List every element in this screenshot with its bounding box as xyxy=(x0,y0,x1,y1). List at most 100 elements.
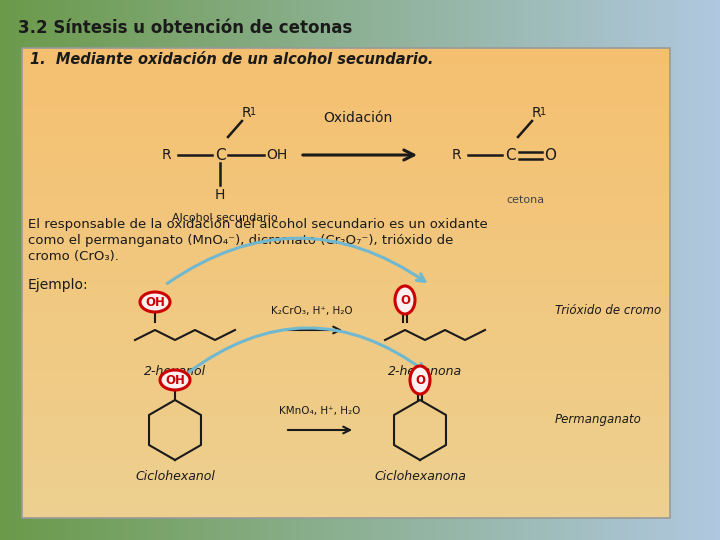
Bar xyxy=(658,0,659,540)
Bar xyxy=(352,0,353,540)
Bar xyxy=(22,275,670,276)
Bar xyxy=(22,287,670,288)
Bar xyxy=(22,182,670,183)
Bar xyxy=(333,0,334,540)
Bar xyxy=(256,0,257,540)
Bar xyxy=(22,134,670,135)
Bar xyxy=(4,0,5,540)
Text: K₂CrO₃, H⁺, H₂O: K₂CrO₃, H⁺, H₂O xyxy=(271,306,353,316)
Bar xyxy=(202,0,203,540)
Bar xyxy=(22,64,670,65)
Bar xyxy=(22,385,670,386)
Bar xyxy=(22,445,670,446)
Bar xyxy=(683,0,684,540)
Bar xyxy=(69,0,70,540)
Bar xyxy=(66,0,67,540)
Bar xyxy=(22,413,670,414)
Bar xyxy=(22,112,670,113)
Bar xyxy=(22,304,670,305)
Bar xyxy=(253,0,254,540)
Bar xyxy=(22,281,670,282)
Bar xyxy=(510,0,511,540)
Bar xyxy=(284,0,285,540)
Bar xyxy=(84,0,85,540)
Bar xyxy=(617,0,618,540)
Bar xyxy=(22,238,670,239)
Bar xyxy=(22,280,670,281)
Bar xyxy=(22,102,670,103)
Bar xyxy=(371,0,372,540)
Bar xyxy=(547,0,548,540)
Bar xyxy=(36,0,37,540)
Bar xyxy=(22,426,670,427)
Bar xyxy=(22,462,670,463)
Bar xyxy=(140,0,141,540)
Bar xyxy=(616,0,617,540)
Bar xyxy=(170,0,171,540)
Bar xyxy=(604,0,605,540)
Bar xyxy=(41,0,42,540)
Bar xyxy=(416,0,417,540)
Bar xyxy=(22,99,670,100)
Bar xyxy=(22,101,670,102)
Ellipse shape xyxy=(140,292,170,312)
Bar xyxy=(22,295,670,296)
Bar xyxy=(382,0,383,540)
Bar xyxy=(158,0,159,540)
Bar xyxy=(645,0,646,540)
Bar xyxy=(240,0,241,540)
Bar xyxy=(22,398,670,399)
Bar xyxy=(552,0,553,540)
Bar xyxy=(22,139,670,140)
Bar xyxy=(481,0,482,540)
Bar xyxy=(22,478,670,479)
Bar xyxy=(224,0,225,540)
Bar xyxy=(467,0,468,540)
Bar xyxy=(633,0,634,540)
Bar xyxy=(22,476,670,477)
Bar xyxy=(549,0,550,540)
Bar xyxy=(161,0,162,540)
Bar xyxy=(22,356,670,357)
Bar xyxy=(22,327,670,328)
Bar xyxy=(424,0,425,540)
Bar xyxy=(95,0,96,540)
Bar xyxy=(22,325,670,326)
Bar xyxy=(22,437,670,438)
Bar xyxy=(22,177,670,178)
Bar xyxy=(300,0,301,540)
Bar xyxy=(214,0,215,540)
Bar xyxy=(141,0,142,540)
Bar xyxy=(22,173,670,174)
Bar xyxy=(477,0,478,540)
Bar xyxy=(580,0,581,540)
Bar xyxy=(614,0,615,540)
Bar xyxy=(22,388,670,389)
Bar xyxy=(448,0,449,540)
Bar xyxy=(54,0,55,540)
Bar xyxy=(22,97,670,98)
Bar xyxy=(22,510,670,511)
Bar xyxy=(326,0,327,540)
Bar xyxy=(22,429,670,430)
Bar xyxy=(22,274,670,275)
Bar xyxy=(450,0,451,540)
Bar xyxy=(443,0,444,540)
Bar xyxy=(22,206,670,207)
Bar xyxy=(349,0,350,540)
Bar xyxy=(495,0,496,540)
Bar xyxy=(644,0,645,540)
Bar xyxy=(22,131,670,132)
Bar xyxy=(52,0,53,540)
Bar xyxy=(556,0,557,540)
Bar xyxy=(131,0,132,540)
Bar xyxy=(255,0,256,540)
Bar xyxy=(22,377,670,378)
Bar xyxy=(22,83,670,84)
Bar xyxy=(262,0,263,540)
Bar xyxy=(44,0,45,540)
Bar xyxy=(22,234,670,235)
Bar xyxy=(143,0,144,540)
Bar xyxy=(147,0,148,540)
Bar xyxy=(22,211,670,212)
